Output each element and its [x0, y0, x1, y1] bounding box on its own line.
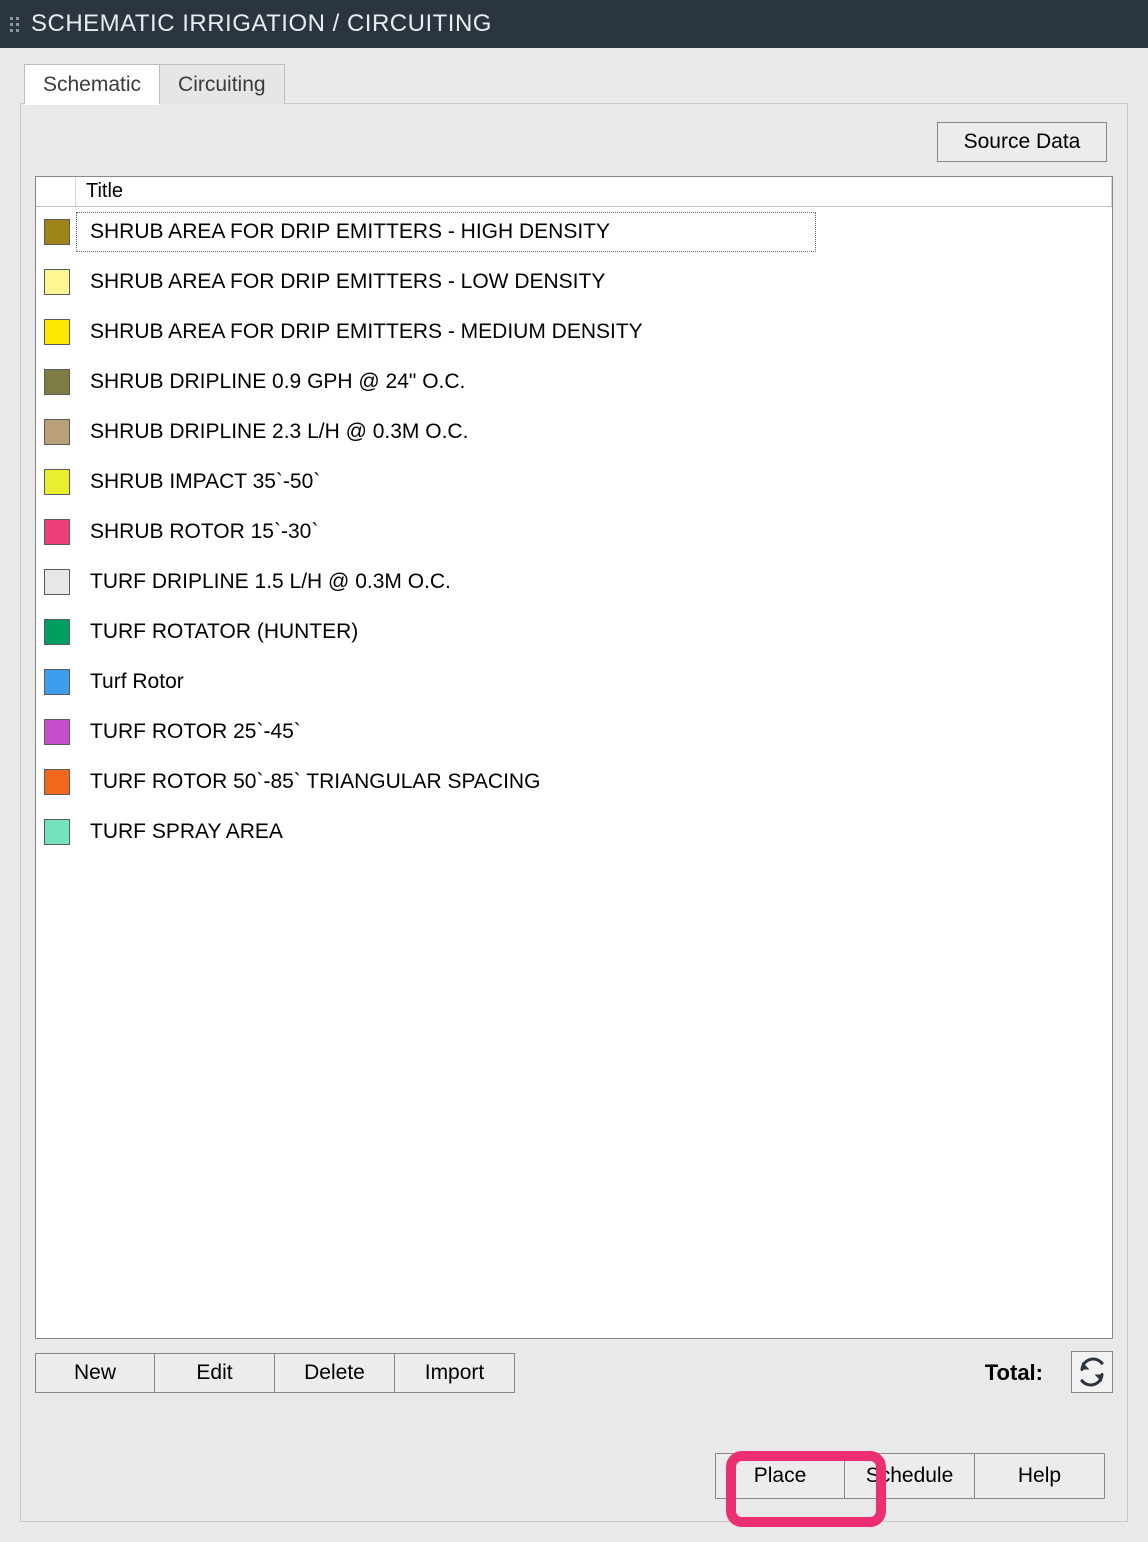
table-row[interactable]: Turf Rotor [36, 657, 1112, 707]
row-title: TURF ROTOR 50`-85` TRIANGULAR SPACING [76, 762, 1112, 802]
new-button[interactable]: New [35, 1353, 155, 1393]
table-row[interactable]: SHRUB DRIPLINE 0.9 GPH @ 24" O.C. [36, 357, 1112, 407]
list-rows: SHRUB AREA FOR DRIP EMITTERS - HIGH DENS… [36, 207, 1112, 857]
color-swatch [44, 419, 70, 445]
table-row[interactable]: TURF DRIPLINE 1.5 L/H @ 0.3M O.C. [36, 557, 1112, 607]
place-button[interactable]: Place [715, 1453, 845, 1499]
button-label: Import [425, 1361, 485, 1385]
refresh-icon [1077, 1357, 1107, 1387]
row-title: SHRUB AREA FOR DRIP EMITTERS - HIGH DENS… [76, 212, 816, 252]
titlebar[interactable]: SCHEMATIC IRRIGATION / CIRCUITING [0, 0, 1148, 48]
button-label: New [74, 1361, 116, 1385]
refresh-button[interactable] [1071, 1351, 1113, 1393]
dialog-action-buttons: Place Schedule Help [715, 1453, 1105, 1499]
color-swatch [44, 369, 70, 395]
table-row[interactable]: SHRUB AREA FOR DRIP EMITTERS - LOW DENSI… [36, 257, 1112, 307]
button-label: Place [754, 1464, 807, 1488]
tab-schematic[interactable]: Schematic [24, 64, 160, 104]
drag-grip-icon [10, 17, 19, 32]
row-title: TURF ROTOR 25`-45` [76, 712, 1112, 752]
schedule-button[interactable]: Schedule [845, 1453, 975, 1499]
table-row[interactable]: SHRUB DRIPLINE 2.3 L/H @ 0.3M O.C. [36, 407, 1112, 457]
row-action-buttons: New Edit Delete Import [35, 1353, 515, 1393]
tab-label: Schematic [43, 73, 141, 97]
table-row[interactable]: TURF ROTOR 25`-45` [36, 707, 1112, 757]
edit-button[interactable]: Edit [155, 1353, 275, 1393]
color-swatch [44, 619, 70, 645]
help-button[interactable]: Help [975, 1453, 1105, 1499]
button-label: Delete [304, 1361, 365, 1385]
row-title: SHRUB IMPACT 35`-50` [76, 462, 1112, 502]
window-title: SCHEMATIC IRRIGATION / CIRCUITING [31, 10, 492, 38]
table-row[interactable]: TURF ROTOR 50`-85` TRIANGULAR SPACING [36, 757, 1112, 807]
color-swatch [44, 469, 70, 495]
color-swatch [44, 569, 70, 595]
window: SCHEMATIC IRRIGATION / CIRCUITING Schema… [0, 0, 1148, 1542]
source-data-button[interactable]: Source Data [937, 122, 1107, 162]
button-label: Source Data [964, 130, 1081, 154]
table-row[interactable]: TURF ROTATOR (HUNTER) [36, 607, 1112, 657]
row-title: TURF DRIPLINE 1.5 L/H @ 0.3M O.C. [76, 562, 1112, 602]
import-button[interactable]: Import [395, 1353, 515, 1393]
tab-strip: Schematic Circuiting [24, 64, 284, 104]
list-header: Title [36, 177, 1112, 207]
tab-label: Circuiting [178, 73, 266, 97]
button-label: Schedule [866, 1464, 954, 1488]
delete-button[interactable]: Delete [275, 1353, 395, 1393]
header-title-label: Title [86, 180, 123, 203]
table-row[interactable]: SHRUB AREA FOR DRIP EMITTERS - MEDIUM DE… [36, 307, 1112, 357]
row-title: TURF ROTATOR (HUNTER) [76, 612, 1112, 652]
color-swatch [44, 819, 70, 845]
tab-pane: Source Data Title SHRUB AREA FOR DRIP EM… [20, 103, 1128, 1522]
row-title: SHRUB DRIPLINE 0.9 GPH @ 24" O.C. [76, 362, 1112, 402]
total-label: Total: [985, 1353, 1043, 1393]
row-title: SHRUB AREA FOR DRIP EMITTERS - MEDIUM DE… [76, 312, 1112, 352]
table-row[interactable]: SHRUB AREA FOR DRIP EMITTERS - HIGH DENS… [36, 207, 1112, 257]
row-title: Turf Rotor [76, 662, 1112, 702]
client-area: Schematic Circuiting Source Data Title S… [0, 48, 1148, 1542]
header-swatch-col [36, 177, 76, 206]
row-title: SHRUB DRIPLINE 2.3 L/H @ 0.3M O.C. [76, 412, 1112, 452]
color-swatch [44, 519, 70, 545]
button-label: Help [1018, 1464, 1061, 1488]
color-swatch [44, 669, 70, 695]
table-row[interactable]: TURF SPRAY AREA [36, 807, 1112, 857]
table-row[interactable]: SHRUB ROTOR 15`-30` [36, 507, 1112, 557]
color-swatch [44, 769, 70, 795]
tab-circuiting[interactable]: Circuiting [159, 64, 285, 104]
row-title: SHRUB ROTOR 15`-30` [76, 512, 1112, 552]
row-title: TURF SPRAY AREA [76, 812, 1112, 852]
row-title: SHRUB AREA FOR DRIP EMITTERS - LOW DENSI… [76, 262, 1112, 302]
color-swatch [44, 269, 70, 295]
color-swatch [44, 719, 70, 745]
color-swatch [44, 219, 70, 245]
button-label: Edit [196, 1361, 232, 1385]
table-row[interactable]: SHRUB IMPACT 35`-50` [36, 457, 1112, 507]
header-title-col[interactable]: Title [76, 177, 1112, 206]
schematic-listbox[interactable]: Title SHRUB AREA FOR DRIP EMITTERS - HIG… [35, 176, 1113, 1339]
color-swatch [44, 319, 70, 345]
